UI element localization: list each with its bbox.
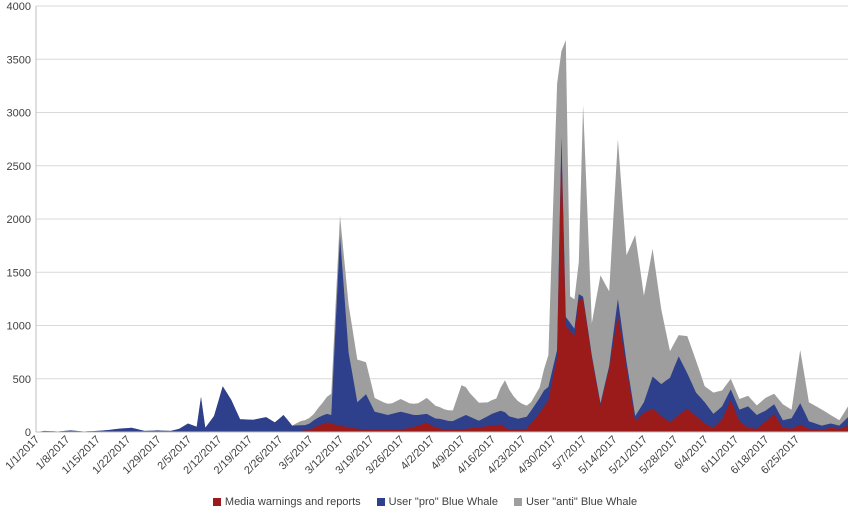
legend-item: Media warnings and reports bbox=[212, 496, 361, 508]
legend-swatch bbox=[212, 498, 221, 506]
y-tick-label: 0 bbox=[25, 427, 31, 439]
legend-item: User "pro" Blue Whale bbox=[376, 496, 498, 508]
legend-swatch bbox=[513, 498, 522, 506]
axes bbox=[35, 6, 848, 433]
legend-label: User "pro" Blue Whale bbox=[388, 496, 498, 508]
y-tick-label: 3500 bbox=[7, 54, 31, 66]
y-tick-label: 4000 bbox=[7, 1, 31, 13]
area-series bbox=[36, 40, 848, 432]
x-tick-labels: 1/1/20171/8/20171/15/20171/22/20171/29/2… bbox=[3, 434, 802, 477]
legend-swatch bbox=[376, 498, 385, 506]
y-tick-labels: 0 500 1000 1500 2000 2500 3000 3500 4000 bbox=[7, 1, 31, 439]
area-series-2 bbox=[36, 40, 848, 432]
y-tick-label: 1500 bbox=[7, 267, 31, 279]
legend-label: User "anti" Blue Whale bbox=[525, 496, 638, 508]
legend-label: Media warnings and reports bbox=[224, 496, 361, 508]
y-gridlines bbox=[36, 5, 848, 433]
y-tick-label: 2000 bbox=[7, 214, 31, 226]
y-tick-label: 3000 bbox=[7, 108, 31, 120]
y-tick-label: 500 bbox=[13, 374, 31, 386]
y-tick-label: 2500 bbox=[7, 161, 31, 173]
y-tick-label: 1000 bbox=[7, 321, 31, 333]
legend-item: User "anti" Blue Whale bbox=[513, 496, 638, 508]
chart-legend: Media warnings and reports User "pro" Blu… bbox=[0, 496, 850, 508]
